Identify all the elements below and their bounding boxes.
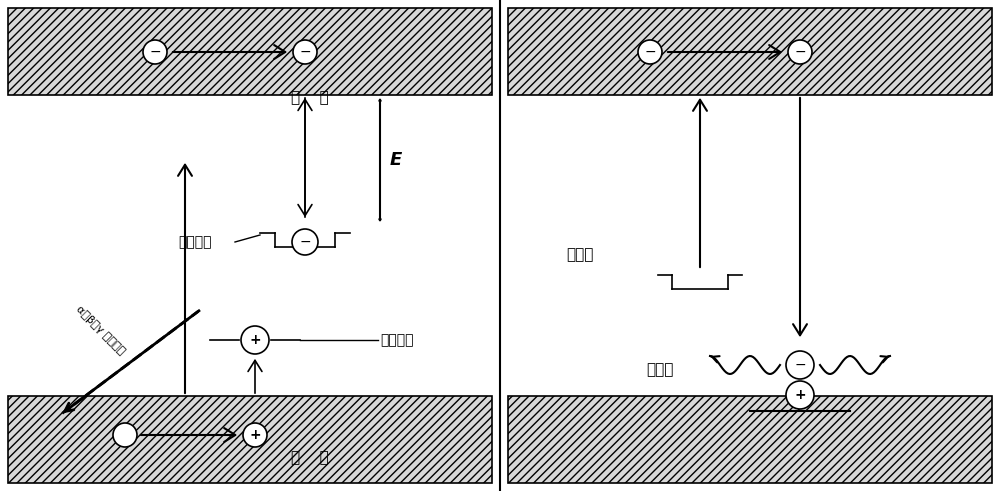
Text: 热激发: 热激发 xyxy=(566,247,594,263)
Text: −: − xyxy=(299,235,311,249)
Text: 陷阱电子: 陷阱电子 xyxy=(178,235,212,249)
Text: +: + xyxy=(249,428,261,442)
Text: 热释光: 热释光 xyxy=(646,362,674,378)
Text: −: − xyxy=(794,45,806,59)
Text: E: E xyxy=(390,151,402,169)
Text: 价    带: 价 带 xyxy=(291,451,329,465)
Bar xyxy=(8,396,492,483)
Circle shape xyxy=(113,423,137,447)
Circle shape xyxy=(243,423,267,447)
Text: 导    带: 导 带 xyxy=(291,90,329,105)
Circle shape xyxy=(786,351,814,379)
Text: −: − xyxy=(644,45,656,59)
Circle shape xyxy=(292,229,318,255)
Circle shape xyxy=(638,40,662,64)
Text: −: − xyxy=(149,45,161,59)
Circle shape xyxy=(786,381,814,409)
Bar xyxy=(8,8,492,95)
Circle shape xyxy=(143,40,167,64)
Text: +: + xyxy=(249,333,261,347)
Text: −: − xyxy=(299,45,311,59)
Text: −: − xyxy=(794,358,806,372)
Bar xyxy=(508,396,992,483)
Text: +: + xyxy=(794,388,806,402)
Circle shape xyxy=(788,40,812,64)
Circle shape xyxy=(293,40,317,64)
Bar xyxy=(508,8,992,95)
Text: α、β、γ 辐射能量: α、β、γ 辐射能量 xyxy=(74,304,126,356)
Text: 陷阱空穴: 陷阱空穴 xyxy=(380,333,414,347)
Circle shape xyxy=(241,326,269,354)
